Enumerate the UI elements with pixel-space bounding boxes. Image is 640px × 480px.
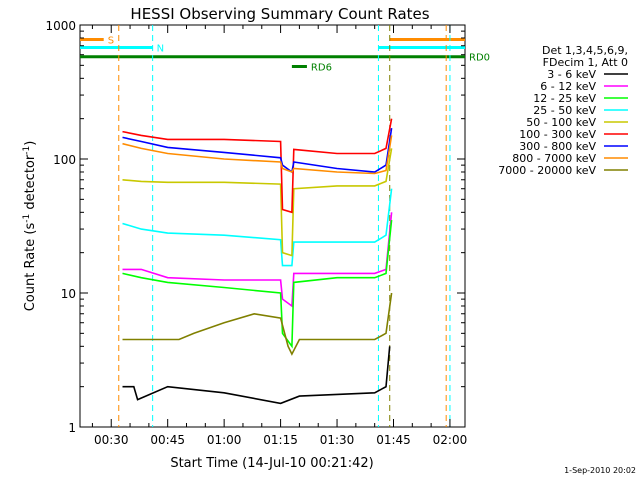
series-line [122, 220, 393, 349]
legend-entry-label: 3 - 6 keV [547, 68, 596, 81]
y-axis-label: Count Rate (s-1 detector-1) [22, 141, 38, 312]
series-line [122, 127, 393, 174]
series-lines [122, 118, 393, 405]
legend-entry-label: 50 - 100 keV [526, 116, 596, 129]
x-tick-label: 00:45 [150, 433, 185, 447]
legend-entry-label: 7000 - 20000 keV [498, 164, 596, 177]
legend-entry-label: 800 - 7000 keV [512, 152, 596, 165]
series-line [122, 148, 393, 257]
series-line [122, 118, 393, 214]
legend-entry-label: 12 - 25 keV [533, 92, 596, 105]
flag-label: S [108, 35, 114, 46]
axes: 00:30 00:45 01:00 01:15 01:30 01:45 02:00 1 10 10… [45, 19, 467, 447]
y-tick-label: 1000 [45, 19, 76, 33]
flag-label: RD6 [311, 63, 332, 74]
flag-label: N [157, 43, 164, 54]
plot-frame [79, 24, 466, 428]
series-line [122, 346, 391, 405]
series-line [122, 135, 393, 175]
x-tick-label: 01:15 [263, 433, 298, 447]
legend-entry-label: 25 - 50 keV [533, 104, 596, 117]
legend-header-2: FDecim 1, Att 0 [543, 56, 628, 69]
x-axis-label: Start Time (14-Jul-10 00:21:42) [170, 456, 373, 471]
y-tick-label: 10 [61, 287, 76, 301]
flag-label: RD0 [469, 53, 490, 64]
x-tick-label: 01:30 [320, 433, 355, 447]
timestamp: 1-Sep-2010 20:02 [564, 466, 636, 475]
legend-header-1: Det 1,3,4,5,6,9, [542, 44, 628, 57]
x-tick-label: 02:00 [433, 433, 468, 447]
legend-entry-label: 100 - 300 keV [519, 128, 596, 141]
y-label-sup1: -1 [22, 214, 32, 223]
x-tick-label: 01:45 [376, 433, 411, 447]
legend-entry-label: 6 - 12 keV [540, 80, 596, 93]
vertical-markers [118, 25, 451, 427]
plot-area: S N RD0 RD6 [79, 24, 490, 428]
flag-bars: S N RD0 RD6 [80, 35, 490, 74]
series-line [122, 292, 393, 356]
y-tick-label: 100 [53, 153, 76, 167]
legend-entry-label: 300 - 800 keV [519, 140, 596, 153]
y-label-end: ) [23, 141, 38, 146]
legend: Det 1,3,4,5,6,9, FDecim 1, Att 0 3 - 6 k… [498, 44, 628, 177]
y-label-sup2: -1 [22, 146, 32, 155]
x-tick-label: 01:00 [207, 433, 242, 447]
y-tick-label: 1 [68, 421, 76, 435]
x-tick-label: 00:30 [94, 433, 129, 447]
y-label-main: Count Rate (s [23, 223, 38, 312]
chart-title: HESSI Observing Summary Count Rates [130, 5, 429, 23]
series-line [122, 188, 393, 267]
series-line [122, 212, 393, 308]
y-label-mid: detector [23, 154, 38, 214]
